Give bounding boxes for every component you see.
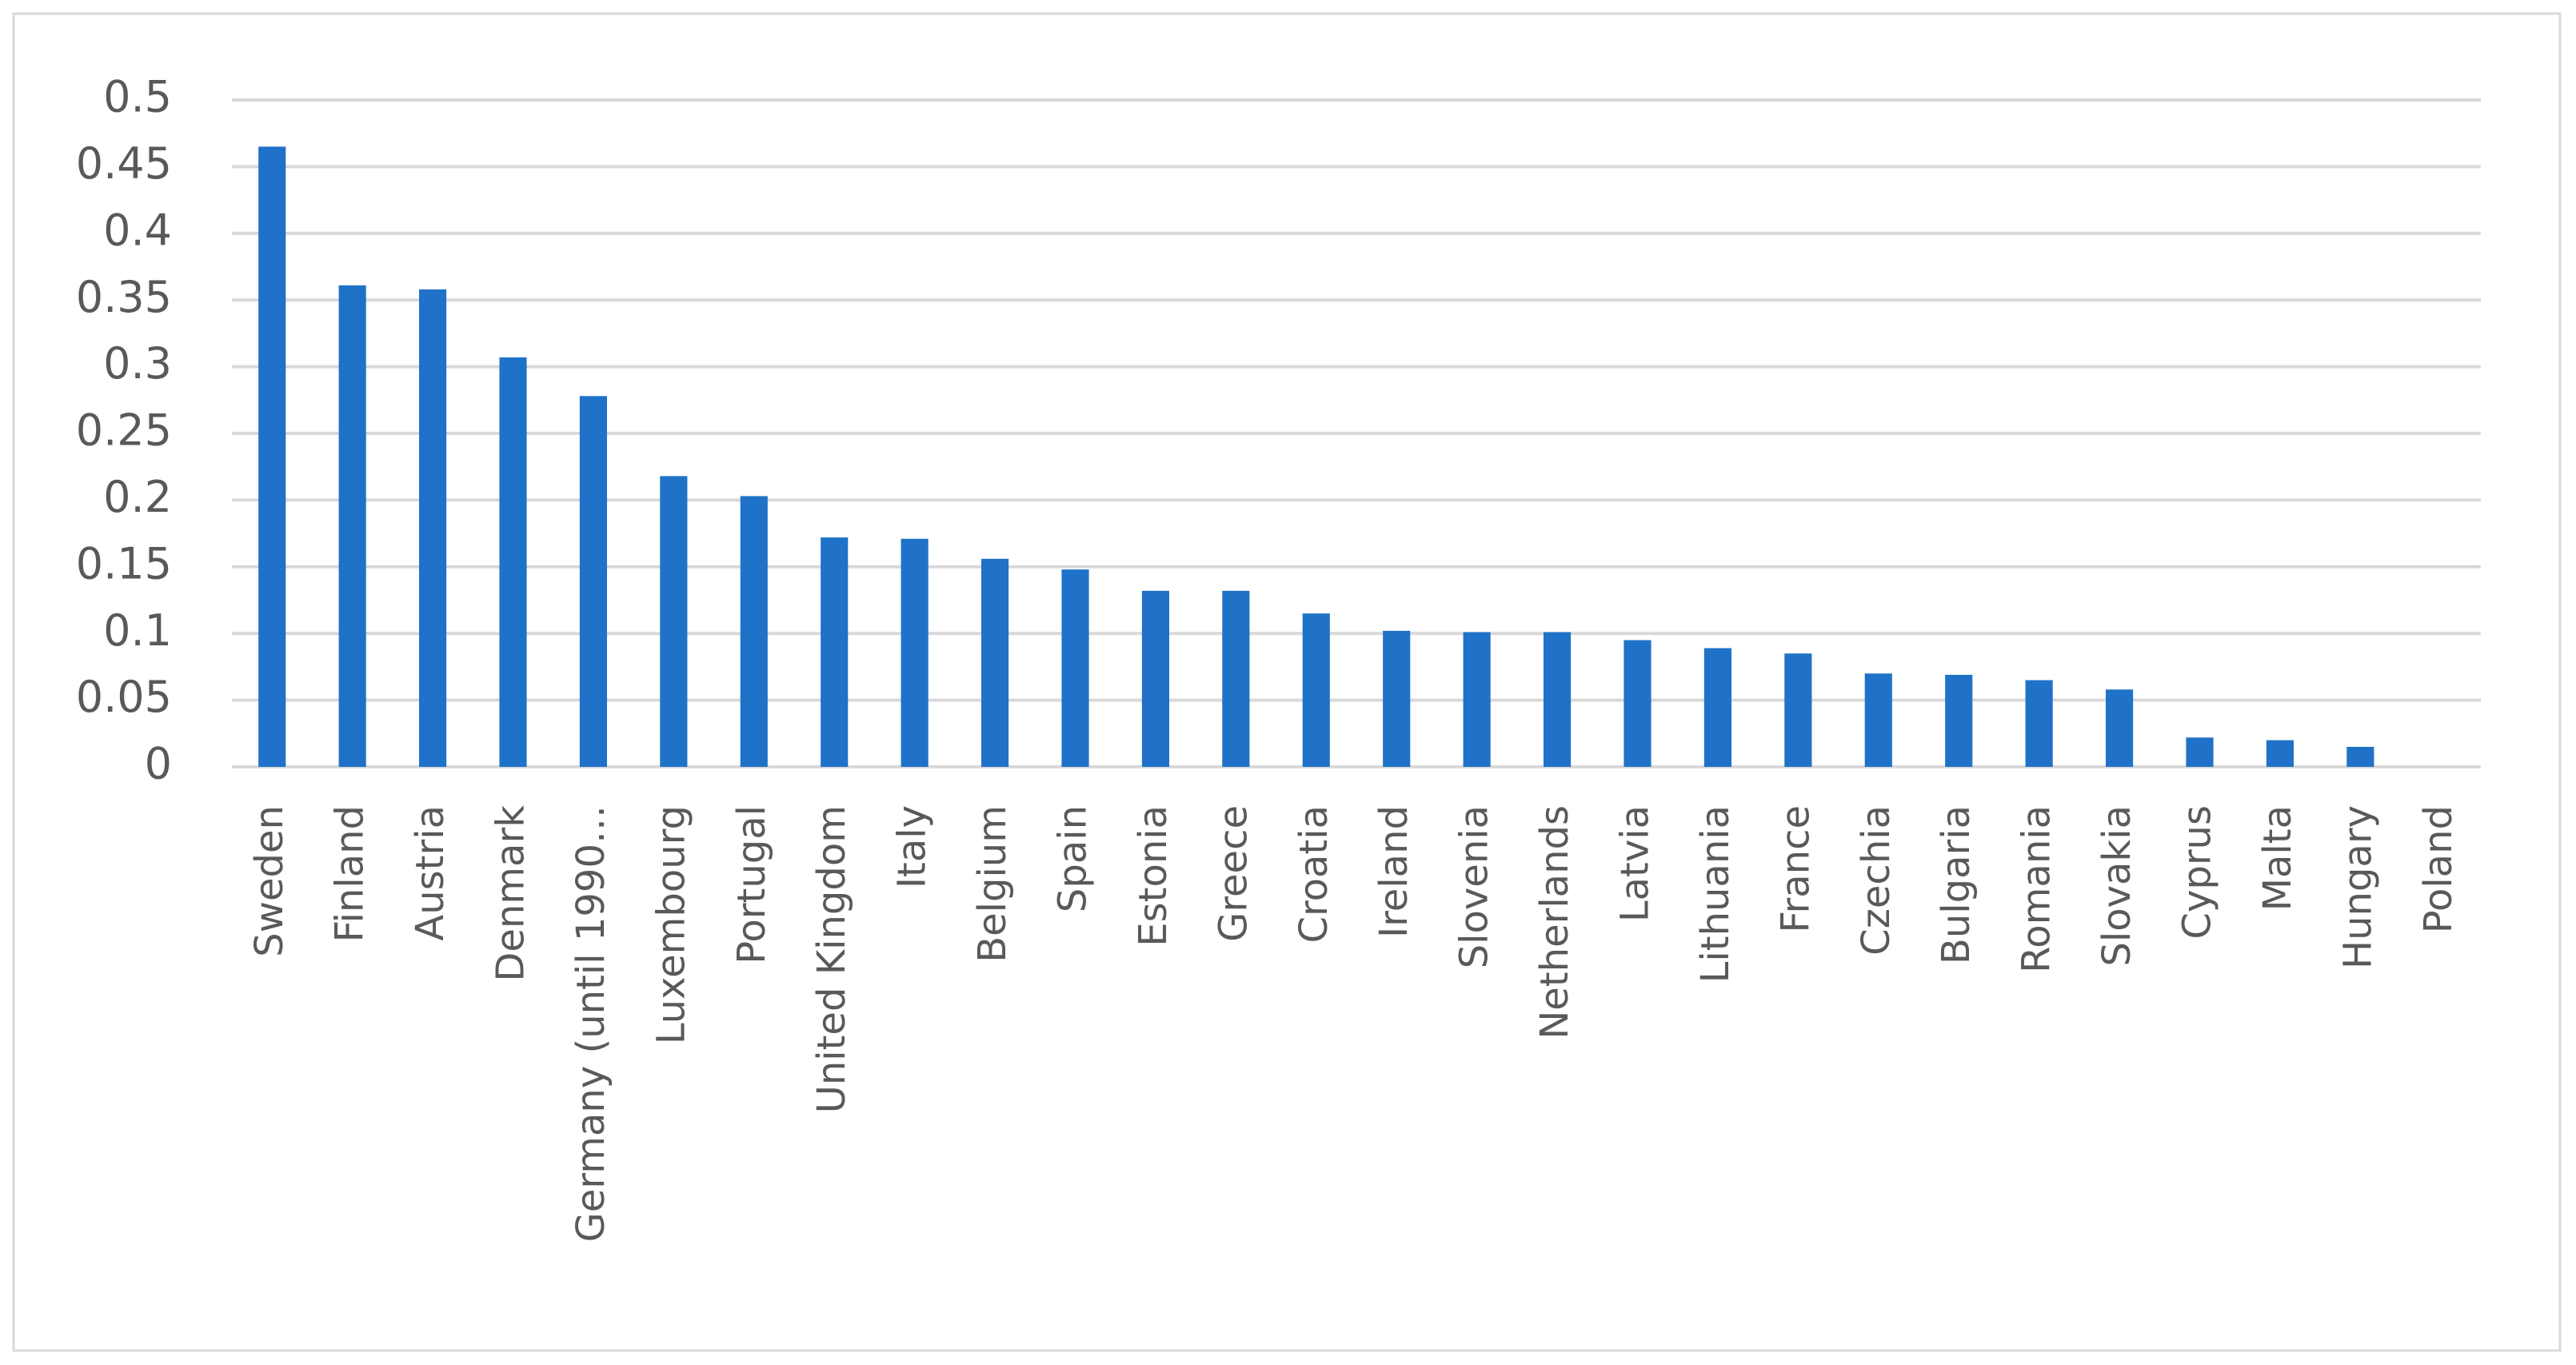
x-tick-label: Belgium bbox=[970, 805, 1015, 963]
bar bbox=[821, 537, 849, 767]
x-tick-label: Slovenia bbox=[1452, 805, 1497, 968]
x-tick-label: Luxembourg bbox=[649, 805, 693, 1044]
x-tick-label: Denmark bbox=[489, 805, 533, 982]
x-tick-label: Ireland bbox=[1372, 805, 1416, 938]
x-tick-label: Germany (until 1990… bbox=[569, 805, 613, 1242]
x-tick-label: Greece bbox=[1211, 805, 1256, 942]
bar bbox=[1543, 632, 1572, 767]
bar bbox=[2266, 740, 2294, 767]
bar bbox=[579, 396, 608, 767]
x-tick-label: Slovakia bbox=[2095, 805, 2139, 967]
bar bbox=[258, 146, 286, 767]
y-tick-label: 0.15 bbox=[76, 538, 172, 589]
x-tick-label: Czechia bbox=[1854, 805, 1899, 956]
bar bbox=[1945, 674, 1973, 767]
x-tick-label: Netherlands bbox=[1532, 805, 1577, 1040]
y-tick-label: 0.35 bbox=[76, 272, 172, 322]
y-tick-label: 0.5 bbox=[103, 72, 172, 122]
bar bbox=[499, 357, 527, 767]
x-tick-label: United Kingdom bbox=[809, 805, 854, 1113]
x-tick-label: Bulgaria bbox=[1934, 805, 1979, 964]
x-tick-label: Cyprus bbox=[2175, 805, 2220, 940]
x-tick-label: Malta bbox=[2255, 805, 2300, 911]
bar bbox=[740, 496, 768, 767]
y-tick-label: 0.45 bbox=[76, 138, 172, 189]
x-tick-label: Sweden bbox=[247, 805, 292, 957]
y-tick-label: 0.3 bbox=[103, 338, 172, 389]
bar bbox=[1222, 590, 1250, 767]
bar bbox=[1383, 630, 1411, 767]
bar bbox=[1784, 653, 1812, 767]
chart-border bbox=[12, 12, 2562, 1352]
bar bbox=[1463, 632, 1491, 767]
y-tick-label: 0 bbox=[145, 739, 172, 789]
x-tick-label: Lithuania bbox=[1693, 805, 1738, 983]
y-tick-label: 0.1 bbox=[103, 605, 172, 656]
x-tick-label: Estonia bbox=[1131, 805, 1176, 947]
y-tick-label: 0.05 bbox=[76, 672, 172, 722]
y-tick-label: 0.25 bbox=[76, 405, 172, 456]
bar bbox=[1623, 640, 1651, 767]
bar bbox=[1141, 590, 1170, 767]
bar bbox=[1302, 613, 1330, 767]
bar bbox=[901, 538, 929, 767]
bar bbox=[1864, 673, 1892, 767]
y-tick-label: 0.4 bbox=[103, 205, 172, 255]
x-tick-label: Portugal bbox=[729, 805, 774, 964]
bar bbox=[2186, 737, 2214, 767]
x-tick-label: Poland bbox=[2416, 805, 2461, 933]
x-tick-label: Hungary bbox=[2335, 805, 2380, 969]
bar bbox=[2346, 746, 2374, 767]
bar bbox=[338, 285, 366, 767]
bar bbox=[1703, 648, 1732, 767]
x-tick-label: Latvia bbox=[1613, 805, 1658, 922]
bar bbox=[2025, 680, 2053, 767]
y-tick-label: 0.2 bbox=[103, 472, 172, 522]
x-tick-label: Romania bbox=[2015, 805, 2059, 973]
bar bbox=[1061, 569, 1089, 767]
x-tick-label: Austria bbox=[408, 805, 453, 941]
bar bbox=[2105, 689, 2134, 767]
x-tick-label: Croatia bbox=[1292, 805, 1336, 944]
x-tick-label: Italy bbox=[890, 805, 935, 888]
bar bbox=[418, 289, 447, 768]
x-tick-label: Spain bbox=[1051, 805, 1096, 912]
x-tick-label: France bbox=[1773, 805, 1818, 933]
bar bbox=[660, 476, 688, 767]
x-tick-label: Finland bbox=[328, 805, 373, 943]
bar bbox=[980, 558, 1009, 767]
